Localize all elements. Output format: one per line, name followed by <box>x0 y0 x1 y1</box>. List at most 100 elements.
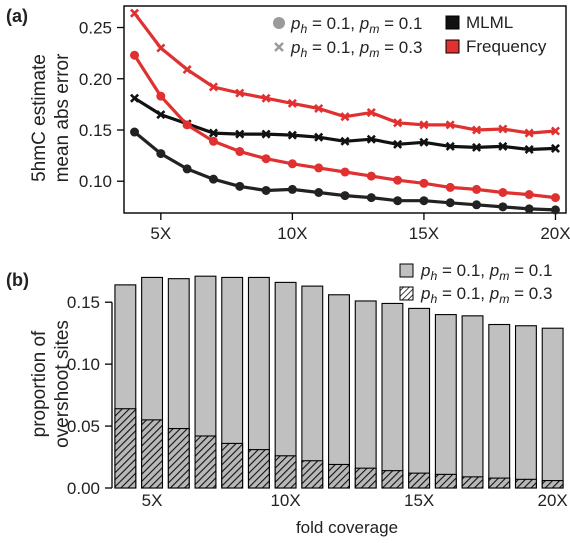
panel-b-bar-pm03 <box>488 477 511 489</box>
panel-a-point <box>182 65 192 75</box>
panel-b-bar-group <box>274 281 297 489</box>
panel-a-point <box>472 184 482 194</box>
panel-b-bar-pm03 <box>408 472 431 489</box>
panel-a-point <box>472 125 482 135</box>
legend-b-label-2-text2: = 0.3 <box>509 284 552 303</box>
panel-a-point <box>235 88 245 98</box>
legend-a-param-2-sub2: m <box>369 46 379 60</box>
panel-a-point <box>314 132 324 142</box>
panel-a-point <box>472 142 482 152</box>
panel-a-point <box>340 167 350 177</box>
panel-a-point <box>550 205 560 215</box>
panel-b-bar-group <box>408 307 431 489</box>
legend-b-swatch-gray <box>399 263 414 278</box>
panel-a-point <box>419 196 429 206</box>
panel-a-point <box>287 184 297 194</box>
legend-method-label: MLML <box>466 13 513 32</box>
panel-a-point <box>445 120 455 130</box>
legend-a-param-1-sub1: h <box>300 22 307 36</box>
panel-b-bar-group <box>434 314 457 489</box>
legend-a-param-1: ph = 0.1, pm = 0.1 <box>290 14 422 36</box>
panel-b-ytick-label: 0.05 <box>67 417 100 436</box>
panel-a-point <box>524 128 534 138</box>
panel-a-point <box>261 185 271 195</box>
legend-b-label-1: ph = 0.1, pm = 0.1 <box>420 261 552 283</box>
panel-a-point <box>498 202 508 212</box>
legend-a-param-2-p1: p <box>290 38 300 57</box>
panel-a-point <box>208 128 218 138</box>
panel-a-ylabel-line2: mean abs error <box>52 53 73 183</box>
panel-a-point <box>182 164 192 174</box>
panel-b-bar-group <box>541 327 564 489</box>
panel-b-bar-pm03 <box>247 449 270 489</box>
panel-b-bar-group <box>514 325 537 489</box>
panel-b-axes: 0.00 0.05 0.10 0.15 5X 10X 15X 20X <box>67 293 568 510</box>
legend-b-label-2-sub2: m <box>499 292 509 306</box>
panel-b-bar-group <box>328 294 350 489</box>
legend-b-label-1-sub2: m <box>499 269 509 283</box>
panel-a-point <box>445 198 455 208</box>
panel-a-ytick-label: 0.15 <box>79 121 112 140</box>
panel-a-point <box>314 163 324 173</box>
panel-a-point <box>235 129 245 139</box>
panel-b-bar-group <box>247 276 270 489</box>
legend-a-param-1-text1: = 0.1, <box>307 14 359 33</box>
legend-a-param-1-p2: p <box>359 14 369 33</box>
panel-a-point <box>419 120 429 130</box>
panel-b-bar-pm03 <box>221 442 244 489</box>
panel-b-bar-pm01 <box>354 300 377 489</box>
panel-b-bar-group <box>301 285 324 489</box>
legend-b-swatch-hatch <box>399 286 414 301</box>
legend-b-label-1-text1: = 0.1, <box>437 261 489 280</box>
panel-a-point <box>287 159 297 169</box>
panel-a-point <box>208 136 218 146</box>
legend-b-label-2-text1: = 0.1, <box>437 284 489 303</box>
legend-b-label-1-p1: p <box>420 261 430 280</box>
panel-b-bar-pm01 <box>434 314 457 489</box>
panel-a-point <box>419 137 429 147</box>
panel-b-xtick-label: 5X <box>142 491 163 510</box>
panel-b-bar-pm03 <box>541 480 564 489</box>
panel-a-ylabel-line1: 5hmC estimate <box>29 54 50 182</box>
panel-a-point <box>393 118 403 128</box>
panel-a-point <box>287 130 297 140</box>
panel-a-ytick-label: 0.25 <box>79 19 112 38</box>
panel-a-point <box>156 110 166 120</box>
panel-b-bar-pm03 <box>381 470 404 489</box>
panel-a-point <box>393 175 403 185</box>
panel-a-point <box>156 91 166 101</box>
panel-b-bar-pm03 <box>461 476 484 489</box>
panel-a-series-3 <box>130 8 560 138</box>
panel-a-point <box>524 204 534 214</box>
panel-b-ytick-label: 0.00 <box>67 479 100 498</box>
panel-b-legend: ph = 0.1, pm = 0.1ph = 0.1, pm = 0.3 <box>399 261 552 306</box>
panel-a-point <box>498 141 508 151</box>
panel-b: (b) proportion of overshoot sites 0.000.… <box>6 261 568 537</box>
panel-a-series <box>130 8 560 215</box>
legend-method-swatch <box>445 39 460 54</box>
legend-b-label-2: ph = 0.1, pm = 0.3 <box>420 284 552 306</box>
panel-a-point <box>287 98 297 108</box>
legend-a-param-1-p1: p <box>290 14 300 33</box>
panel-b-bar-pm03 <box>328 463 350 489</box>
panel-b-bar-group <box>381 302 404 489</box>
panel-a-point <box>156 149 166 159</box>
panel-a-point <box>235 181 245 191</box>
panel-a-point <box>366 193 376 203</box>
panel-b-bar-group <box>167 278 190 489</box>
panel-a-point <box>340 136 350 146</box>
panel-a-point <box>550 143 560 153</box>
panel-b-bar-pm01 <box>328 294 350 489</box>
panel-b-ylabel-line1: proportion of <box>29 330 50 437</box>
legend-circle-marker <box>273 17 285 29</box>
panel-a-point <box>314 103 324 113</box>
panel-a-point <box>340 112 350 122</box>
panel-b-bar-group <box>141 276 164 489</box>
panel-b-label: (b) <box>6 270 29 290</box>
panel-b-bar-group <box>354 300 377 489</box>
panel-b-bar-pm03 <box>434 473 457 489</box>
panel-b-bar-pm03 <box>167 427 190 489</box>
legend-a-param-1-text2: = 0.1 <box>379 14 422 33</box>
panel-a-point <box>156 43 166 53</box>
